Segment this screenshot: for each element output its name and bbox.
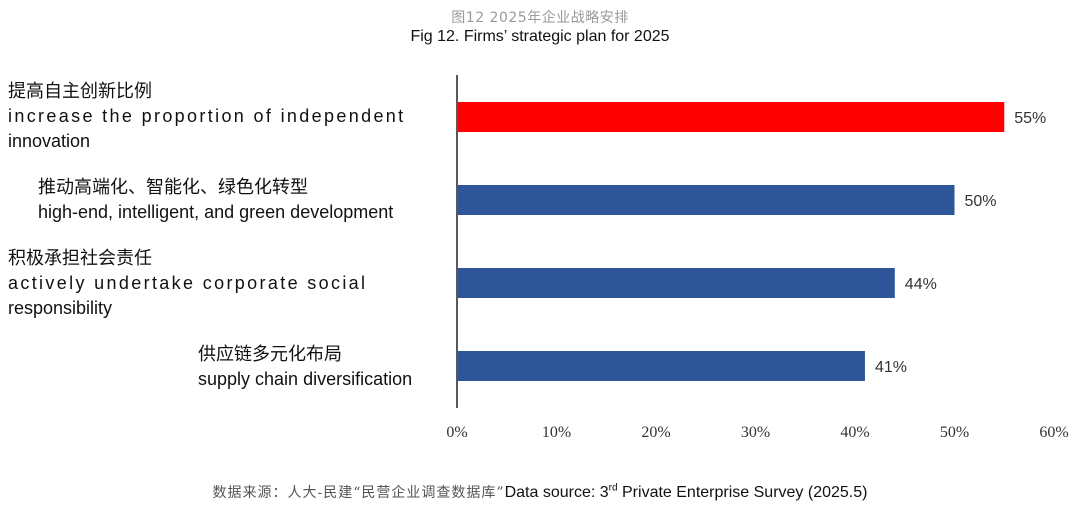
category-label-en: innovation	[8, 131, 91, 151]
chart-title-en: Fig 12. Firms’ strategic plan for 2025	[410, 28, 670, 45]
data-source-en-prefix: Data source: 3	[504, 484, 609, 501]
category-label-3: 供应链多元化布局 supply chain diversification	[198, 343, 412, 392]
category-label-2: 积极承担社会责任 actively undertake corporate so…	[8, 247, 367, 321]
category-label-cn: 推动高端化、智能化、绿色化转型	[38, 177, 308, 198]
category-label-en: actively undertake corporate social	[8, 273, 368, 293]
category-label-en: high-end, intelligent, and green develop…	[38, 202, 394, 222]
data-source-en-suffix: Private Enterprise Survey (2025.5)	[617, 484, 868, 501]
chart-title-cn: 图12 2025年企业战略安排	[451, 10, 629, 26]
x-tick-label-3: 30%	[741, 424, 770, 441]
bar-3	[458, 351, 865, 381]
x-tick-label-2: 20%	[641, 424, 670, 441]
data-label-1: 50%	[965, 193, 997, 210]
data-label-3: 41%	[875, 359, 907, 376]
x-tick-label-5: 50%	[940, 424, 969, 441]
category-label-1: 推动高端化、智能化、绿色化转型 high-end, intelligent, a…	[38, 176, 393, 225]
data-source: 数据来源：人大-民建“民营企业调查数据库”Data source: 3rd Pr…	[0, 482, 1080, 502]
bar-0	[458, 102, 1005, 132]
category-label-cn: 积极承担社会责任	[8, 248, 152, 269]
category-label-cn: 提高自主创新比例	[8, 81, 152, 102]
data-source-en-sup: rd	[608, 482, 618, 494]
bar-2	[458, 268, 895, 298]
category-label-en: supply chain diversification	[198, 369, 413, 389]
x-tick-label-0: 0%	[446, 424, 467, 441]
data-source-cn: 数据来源：人大-民建“民营企业调查数据库”	[212, 485, 505, 501]
data-label-2: 44%	[905, 276, 937, 293]
category-label-en: responsibility	[8, 298, 113, 318]
category-label-0: 提高自主创新比例 increase the proportion of inde…	[8, 80, 406, 154]
category-label-en: increase the proportion of independent	[8, 106, 406, 126]
category-label-cn: 供应链多元化布局	[198, 344, 342, 365]
bar-1	[458, 185, 955, 215]
x-tick-label-4: 40%	[840, 424, 869, 441]
x-tick-label-6: 60%	[1039, 424, 1068, 441]
data-label-0: 55%	[1014, 110, 1046, 127]
x-tick-label-1: 10%	[542, 424, 571, 441]
bar-chart: 55% 50% 44% 41% 0% 10% 20% 30% 40% 50% 60%	[446, 75, 1069, 441]
